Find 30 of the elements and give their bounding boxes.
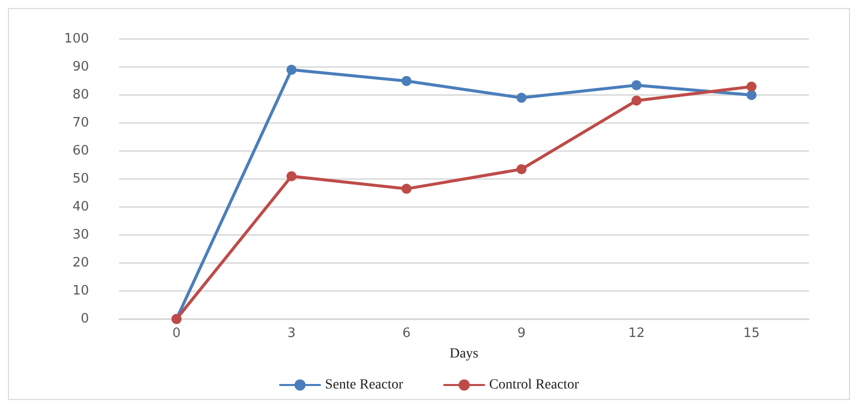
y-tick-label: 50	[72, 172, 89, 186]
legend-label: Sente Reactor	[325, 378, 404, 392]
point	[516, 92, 526, 103]
y-tick-label: 60	[72, 144, 89, 158]
x-tick-label: 12	[628, 326, 645, 341]
y-tick-label: 90	[72, 60, 89, 74]
legend-label: Control Reactor	[489, 378, 580, 392]
point	[402, 184, 412, 194]
point	[746, 82, 756, 92]
x-tick-label: 6	[402, 326, 411, 341]
point	[402, 76, 412, 86]
y-tick-label: 20	[72, 256, 89, 270]
y-tick-label: 30	[72, 228, 89, 242]
point	[632, 96, 642, 106]
y-tick-label: 70	[72, 116, 89, 130]
y-tick-label: 10	[72, 284, 89, 298]
x-tick-label: 9	[517, 326, 526, 341]
y-tick-label: 80	[72, 88, 89, 102]
y-tick-label: 100	[64, 32, 89, 46]
x-tick-label: 0	[172, 326, 181, 341]
point	[632, 80, 642, 90]
point	[516, 164, 526, 174]
point	[746, 90, 756, 100]
x-axis-title: Days	[450, 346, 478, 362]
y-tick-label: 0	[80, 312, 89, 326]
x-tick-label: 15	[743, 326, 760, 341]
y-tick-label: 40	[72, 200, 89, 214]
point	[286, 64, 296, 75]
x-tick-label: 3	[287, 326, 296, 341]
point	[286, 171, 296, 182]
